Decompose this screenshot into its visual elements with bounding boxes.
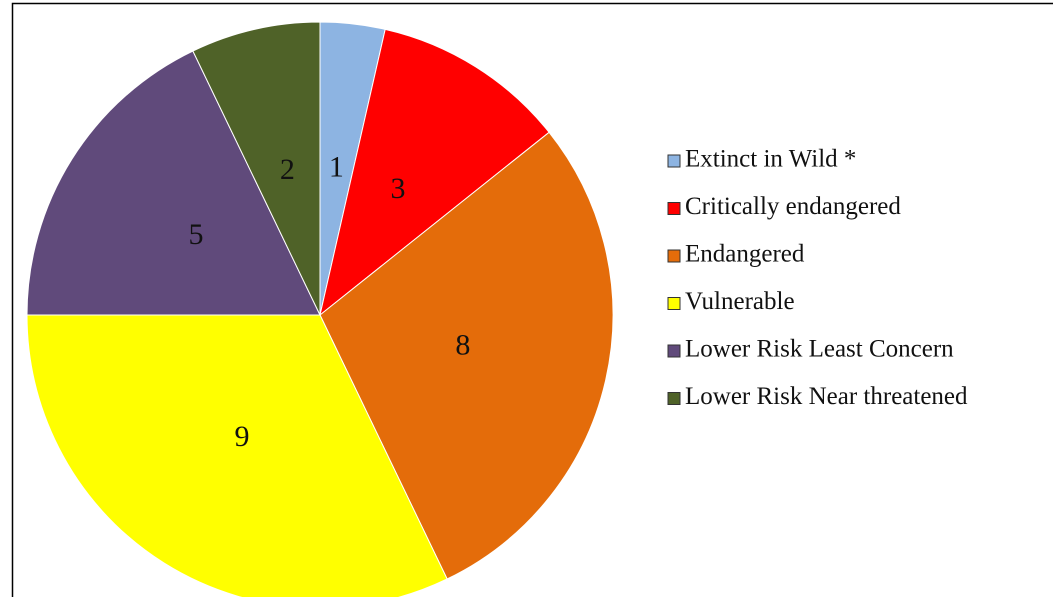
slice-label: 2 (280, 153, 295, 186)
legend-label: Vulnerable (685, 288, 795, 315)
pie-slice (26, 314, 448, 597)
pie-slice (192, 21, 321, 316)
slice-label: 1 (329, 150, 344, 183)
legend-swatch (667, 392, 681, 405)
pie-slice (319, 28, 550, 317)
pie: 1 3 8 9 5 2 (26, 21, 614, 597)
legend-label: Critically endangered (685, 193, 901, 220)
pie-slice (26, 50, 321, 316)
slice-label: 5 (188, 218, 203, 251)
slice-label: 8 (455, 328, 470, 361)
legend-label: Extinct in Wild * (685, 146, 856, 173)
slice-label: 3 (390, 172, 405, 205)
legend-swatch (667, 344, 681, 358)
legend: Extinct in Wild * Critically endangered En… (667, 146, 968, 410)
legend-label: Lower Risk Least Concern (685, 336, 954, 363)
legend-swatch (667, 249, 681, 263)
pie-slice (319, 131, 614, 580)
legend-swatch (667, 202, 681, 215)
legend-swatch (667, 297, 681, 310)
legend-label: Endangered (685, 241, 805, 268)
legend-swatch (667, 154, 681, 168)
legend-label: Lower Risk Near threatened (685, 383, 968, 410)
slice-label: 9 (235, 420, 250, 453)
